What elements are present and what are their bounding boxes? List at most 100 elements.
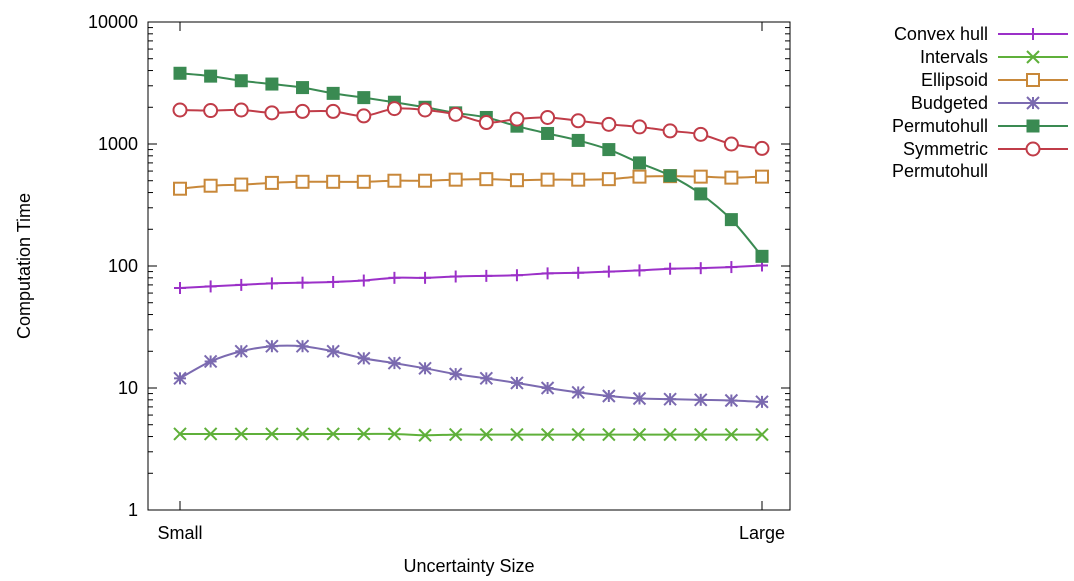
data-point-ellipsoid <box>601 172 616 187</box>
legend: Convex hull Intervals Ellipsoid Budgeted Per… <box>892 24 1068 181</box>
data-point-symmetric-permutohull <box>601 116 617 132</box>
legend-entry-intervals: Intervals <box>920 47 1068 67</box>
legend-swatch-marker <box>1027 28 1039 40</box>
data-point-permutohull <box>694 187 708 201</box>
data-point-symmetric-permutohull <box>386 101 402 117</box>
data-point-intervals <box>203 427 218 441</box>
legend-entry-budgeted: Budgeted <box>911 93 1068 113</box>
data-point-convex-hull <box>388 271 401 284</box>
data-point-symmetric-permutohull <box>203 103 219 119</box>
data-point-convex-hull <box>327 275 340 288</box>
data-point-budgeted <box>326 344 340 358</box>
data-point-symmetric-permutohull <box>662 123 678 139</box>
data-point-symmetric-permutohull <box>754 140 770 156</box>
x-tick-label: Small <box>157 523 202 543</box>
data-point-intervals <box>755 427 769 442</box>
data-point-convex-hull <box>419 271 432 284</box>
y-tick-label: 10000 <box>88 12 138 32</box>
data-point-intervals <box>387 427 402 441</box>
data-point-permutohull <box>173 66 187 80</box>
data-point-budgeted <box>387 356 402 370</box>
data-point-intervals <box>265 427 279 441</box>
data-point-ellipsoid <box>295 174 310 189</box>
data-point-permutohull <box>265 77 279 91</box>
data-point-ellipsoid <box>571 172 586 187</box>
data-point-ellipsoid <box>234 177 249 192</box>
data-point-intervals <box>295 427 310 441</box>
data-point-convex-hull <box>510 269 523 282</box>
data-point-symmetric-permutohull <box>478 115 494 131</box>
data-point-convex-hull <box>633 264 646 277</box>
data-point-budgeted <box>173 371 187 386</box>
data-point-intervals <box>234 427 248 441</box>
data-point-budgeted <box>418 361 432 376</box>
data-point-budgeted <box>234 344 248 358</box>
data-point-symmetric-permutohull <box>693 126 709 142</box>
data-point-symmetric-permutohull <box>325 103 341 119</box>
x-axis-title: Uncertainty Size <box>403 556 534 576</box>
data-point-intervals <box>326 427 340 441</box>
y-tick-label: 1000 <box>98 134 138 154</box>
legend-entry-ellipsoid: Ellipsoid <box>921 70 1068 90</box>
x-axis: Small Large <box>157 22 785 543</box>
legend-swatch-marker <box>1026 119 1040 133</box>
data-point-permutohull <box>724 213 738 227</box>
data-point-symmetric-permutohull <box>509 111 525 127</box>
legend-label: Ellipsoid <box>921 70 988 90</box>
data-point-convex-hull <box>572 266 585 279</box>
data-point-symmetric-permutohull <box>356 108 372 124</box>
data-point-convex-hull <box>480 269 493 282</box>
data-point-budgeted <box>357 351 371 366</box>
legend-label: Budgeted <box>911 93 988 113</box>
data-point-convex-hull <box>204 280 217 293</box>
data-point-ellipsoid <box>264 175 279 190</box>
data-point-permutohull <box>632 156 646 170</box>
data-point-symmetric-permutohull <box>570 113 586 129</box>
data-point-intervals <box>602 427 616 442</box>
data-point-budgeted <box>632 391 647 406</box>
legend-entry-convex-hull: Convex hull <box>894 24 1068 44</box>
data-point-symmetric-permutohull <box>264 105 280 121</box>
legend-label: Intervals <box>920 47 988 67</box>
data-point-ellipsoid <box>509 173 524 188</box>
y-tick-label: 1 <box>128 500 138 520</box>
legend-label: Convex hull <box>894 24 988 44</box>
data-point-intervals <box>694 427 708 442</box>
data-point-permutohull <box>755 249 769 263</box>
x-tick-label: Large <box>739 523 785 543</box>
data-point-intervals <box>448 427 463 442</box>
data-point-convex-hull <box>449 270 462 283</box>
data-point-ellipsoid <box>479 172 494 187</box>
data-point-convex-hull <box>235 278 248 291</box>
data-point-ellipsoid <box>173 181 187 196</box>
data-point-permutohull <box>296 81 310 95</box>
data-point-budgeted <box>265 339 279 353</box>
data-point-convex-hull <box>541 267 554 280</box>
data-point-intervals <box>540 427 555 442</box>
y-tick-label: 10 <box>118 378 138 398</box>
legend-swatch-marker <box>1026 50 1040 64</box>
data-point-budgeted <box>602 389 616 403</box>
data-point-convex-hull <box>694 262 707 275</box>
data-point-symmetric-permutohull <box>295 103 311 119</box>
data-point-ellipsoid <box>693 169 708 184</box>
data-point-intervals <box>173 427 187 441</box>
data-point-permutohull <box>663 169 677 183</box>
legend-swatch-marker <box>1026 73 1040 87</box>
legend-entry-permutohull: Permutohull <box>892 116 1068 136</box>
data-point-permutohull <box>602 143 616 157</box>
data-point-ellipsoid <box>418 173 433 188</box>
data-point-symmetric-permutohull <box>233 102 249 118</box>
data-point-convex-hull <box>725 261 738 274</box>
data-point-permutohull <box>541 126 555 140</box>
data-point-intervals <box>418 428 432 442</box>
data-point-intervals <box>479 427 494 442</box>
data-point-budgeted <box>571 385 585 400</box>
data-point-convex-hull <box>664 262 677 275</box>
data-point-intervals <box>357 427 371 441</box>
data-point-ellipsoid <box>448 172 463 187</box>
data-point-budgeted <box>295 339 310 353</box>
legend-label: Symmetric Permutohull <box>892 139 988 181</box>
data-point-symmetric-permutohull <box>417 102 433 118</box>
data-point-convex-hull <box>296 276 309 289</box>
